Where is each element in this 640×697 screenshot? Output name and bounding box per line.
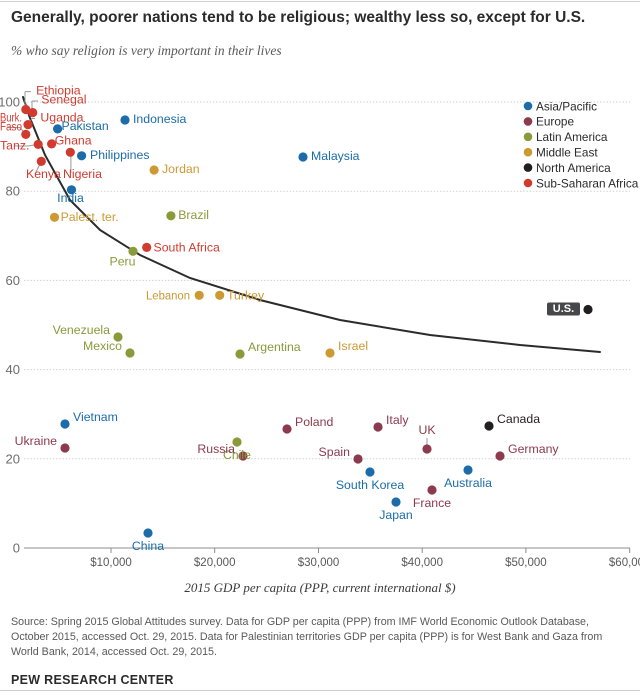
svg-text:U.S.: U.S. (553, 303, 574, 315)
svg-text:Russia: Russia (197, 442, 235, 456)
svg-text:Jordan: Jordan (162, 162, 200, 176)
svg-text:Europe: Europe (536, 115, 574, 129)
svg-text:60: 60 (6, 273, 20, 288)
svg-text:Tanz.: Tanz. (0, 139, 29, 153)
svg-text:Sub-Saharan Africa: Sub-Saharan Africa (536, 176, 639, 190)
svg-text:Venezuela: Venezuela (53, 323, 111, 337)
svg-text:$10,000: $10,000 (90, 557, 132, 569)
svg-text:Mexico: Mexico (83, 339, 122, 353)
svg-text:20: 20 (6, 451, 20, 466)
svg-text:Poland: Poland (295, 415, 333, 429)
svg-text:100: 100 (0, 95, 20, 110)
svg-text:Pakistan: Pakistan (62, 119, 109, 133)
svg-text:Canada: Canada (497, 412, 540, 426)
svg-text:Spain: Spain (319, 445, 351, 459)
svg-text:Palest. ter.: Palest. ter. (61, 210, 119, 224)
svg-text:$60,000: $60,000 (609, 557, 640, 569)
svg-text:40: 40 (6, 362, 20, 377)
svg-text:Latin America: Latin America (536, 130, 608, 144)
svg-text:Nigeria: Nigeria (63, 167, 102, 181)
svg-text:Brazil: Brazil (178, 208, 209, 222)
svg-text:$50,000: $50,000 (505, 557, 547, 569)
svg-text:Turkey: Turkey (227, 289, 265, 303)
svg-text:Indonesia: Indonesia (133, 112, 186, 126)
svg-text:Peru: Peru (110, 255, 136, 269)
svg-text:Italy: Italy (386, 413, 409, 427)
svg-text:80: 80 (6, 184, 20, 199)
svg-text:South Africa: South Africa (154, 240, 220, 254)
svg-text:Argentina: Argentina (248, 340, 301, 354)
svg-text:$40,000: $40,000 (401, 557, 443, 569)
svg-text:Ghana: Ghana (55, 134, 92, 148)
svg-text:Japan: Japan (379, 508, 413, 522)
svg-text:Australia: Australia (444, 476, 492, 490)
svg-text:Israel: Israel (338, 339, 368, 353)
svg-text:Germany: Germany (508, 442, 559, 456)
svg-text:Faso: Faso (0, 120, 22, 134)
svg-text:North America: North America (536, 161, 611, 175)
svg-text:UK: UK (418, 423, 436, 437)
svg-text:0: 0 (13, 541, 20, 556)
svg-text:India: India (57, 191, 84, 205)
svg-text:Ukraine: Ukraine (15, 434, 58, 448)
svg-text:Vietnam: Vietnam (73, 410, 118, 424)
svg-text:Kenya: Kenya (26, 167, 61, 181)
svg-text:$30,000: $30,000 (298, 557, 340, 569)
svg-text:Asia/Pacific: Asia/Pacific (536, 99, 597, 113)
svg-text:France: France (413, 496, 451, 510)
svg-text:South Korea: South Korea (336, 478, 405, 492)
svg-text:Malaysia: Malaysia (311, 149, 360, 163)
svg-text:China: China (132, 539, 164, 553)
svg-text:Philippines: Philippines (90, 148, 149, 162)
svg-text:Senegal: Senegal (41, 93, 86, 107)
svg-text:$20,000: $20,000 (194, 557, 236, 569)
svg-text:Middle East: Middle East (536, 146, 598, 160)
svg-text:Lebanon: Lebanon (146, 289, 190, 303)
